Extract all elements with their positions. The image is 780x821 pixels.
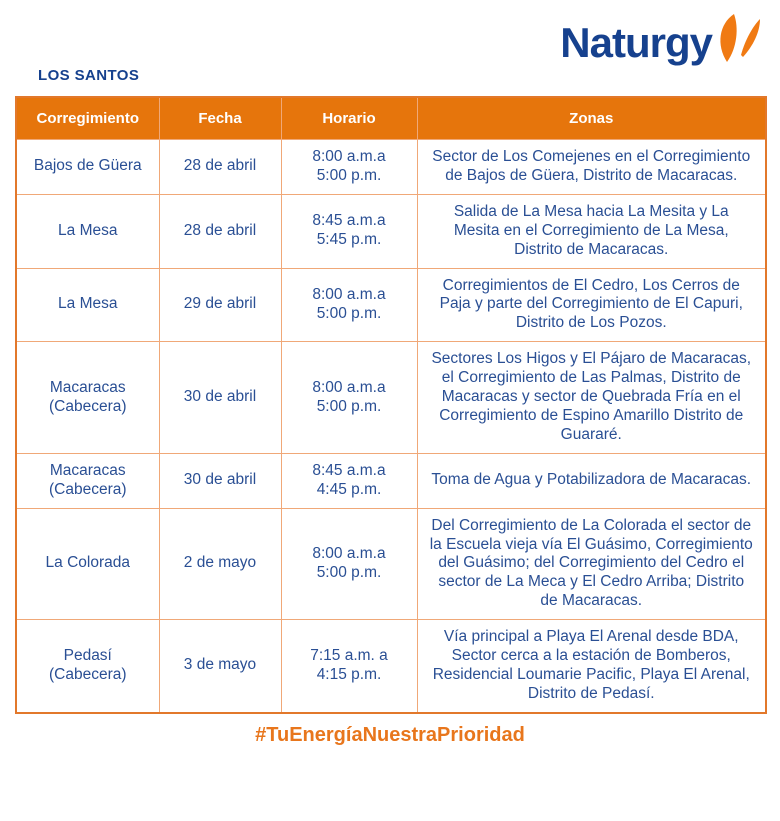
- cell-horario: 8:45 a.m.a 5:45 p.m.: [280, 193, 418, 269]
- table-row: Macaracas (Cabecera) 30 de abril 8:45 a.…: [15, 452, 767, 509]
- cell-corregimiento: La Colorada: [15, 507, 160, 621]
- cell-zonas: Sectores Los Higos y El Pájaro de Macara…: [416, 341, 767, 454]
- cell-corregimiento: Macaracas (Cabecera): [15, 452, 160, 509]
- cell-horario: 8:00 a.m.a 5:00 p.m.: [280, 139, 418, 195]
- column-header-corregimiento: Corregimiento: [15, 96, 160, 140]
- cell-zonas: Sector de Los Comejenes en el Corregimie…: [416, 139, 767, 195]
- table-row: La Mesa 29 de abril 8:00 a.m.a 5:00 p.m.…: [15, 267, 767, 343]
- cell-zonas: Vía principal a Playa El Arenal desde BD…: [416, 619, 767, 714]
- cell-zonas: Del Corregimiento de La Colorada el sect…: [416, 507, 767, 621]
- cell-corregimiento: La Mesa: [15, 193, 160, 269]
- cell-fecha: 2 de mayo: [158, 507, 282, 621]
- table-row: La Mesa 28 de abril 8:45 a.m.a 5:45 p.m.…: [15, 193, 767, 269]
- cell-fecha: 29 de abril: [158, 267, 282, 343]
- naturgy-wordmark: Naturgy: [560, 19, 713, 66]
- cell-fecha: 28 de abril: [158, 139, 282, 195]
- region-title: LOS SANTOS: [38, 67, 140, 84]
- cell-fecha: 28 de abril: [158, 193, 282, 269]
- cell-zonas: Salida de La Mesa hacia La Mesita y La M…: [416, 193, 767, 269]
- cell-zonas: Toma de Agua y Potabilizadora de Macarac…: [416, 452, 767, 509]
- cell-horario: 8:00 a.m.a 5:00 p.m.: [280, 341, 418, 454]
- cell-corregimiento: Pedasí (Cabecera): [15, 619, 160, 714]
- naturgy-logo: Naturgy: [560, 14, 760, 66]
- table-body: Bajos de Güera 28 de abril 8:00 a.m.a 5:…: [15, 139, 767, 714]
- table-row: Bajos de Güera 28 de abril 8:00 a.m.a 5:…: [15, 139, 767, 195]
- cell-horario: 7:15 a.m. a 4:15 p.m.: [280, 619, 418, 714]
- cell-horario: 8:00 a.m.a 5:00 p.m.: [280, 267, 418, 343]
- cell-zonas: Corregimientos de El Cedro, Los Cerros d…: [416, 267, 767, 343]
- outage-schedule-table: Corregimiento Fecha Horario Zonas Bajos …: [15, 96, 767, 714]
- cell-horario: 8:00 a.m.a 5:00 p.m.: [280, 507, 418, 621]
- table-header-row: Corregimiento Fecha Horario Zonas: [15, 96, 767, 140]
- campaign-hashtag: #TuEnergíaNuestraPrioridad: [255, 723, 525, 746]
- cell-fecha: 3 de mayo: [158, 619, 282, 714]
- cell-fecha: 30 de abril: [158, 341, 282, 454]
- column-header-fecha: Fecha: [158, 96, 282, 140]
- top-bar: LOS SANTOS Naturgy: [0, 0, 780, 96]
- naturgy-butterfly-icon: [720, 14, 760, 62]
- table-row: La Colorada 2 de mayo 8:00 a.m.a 5:00 p.…: [15, 507, 767, 621]
- cell-fecha: 30 de abril: [158, 452, 282, 509]
- cell-corregimiento: Bajos de Güera: [15, 139, 160, 195]
- cell-corregimiento: La Mesa: [15, 267, 160, 343]
- column-header-horario: Horario: [280, 96, 418, 140]
- cell-corregimiento: Macaracas (Cabecera): [15, 341, 160, 454]
- table-row: Macaracas (Cabecera) 30 de abril 8:00 a.…: [15, 341, 767, 454]
- column-header-zonas: Zonas: [416, 96, 767, 140]
- table-row: Pedasí (Cabecera) 3 de mayo 7:15 a.m. a …: [15, 619, 767, 714]
- cell-horario: 8:45 a.m.a 4:45 p.m.: [280, 452, 418, 509]
